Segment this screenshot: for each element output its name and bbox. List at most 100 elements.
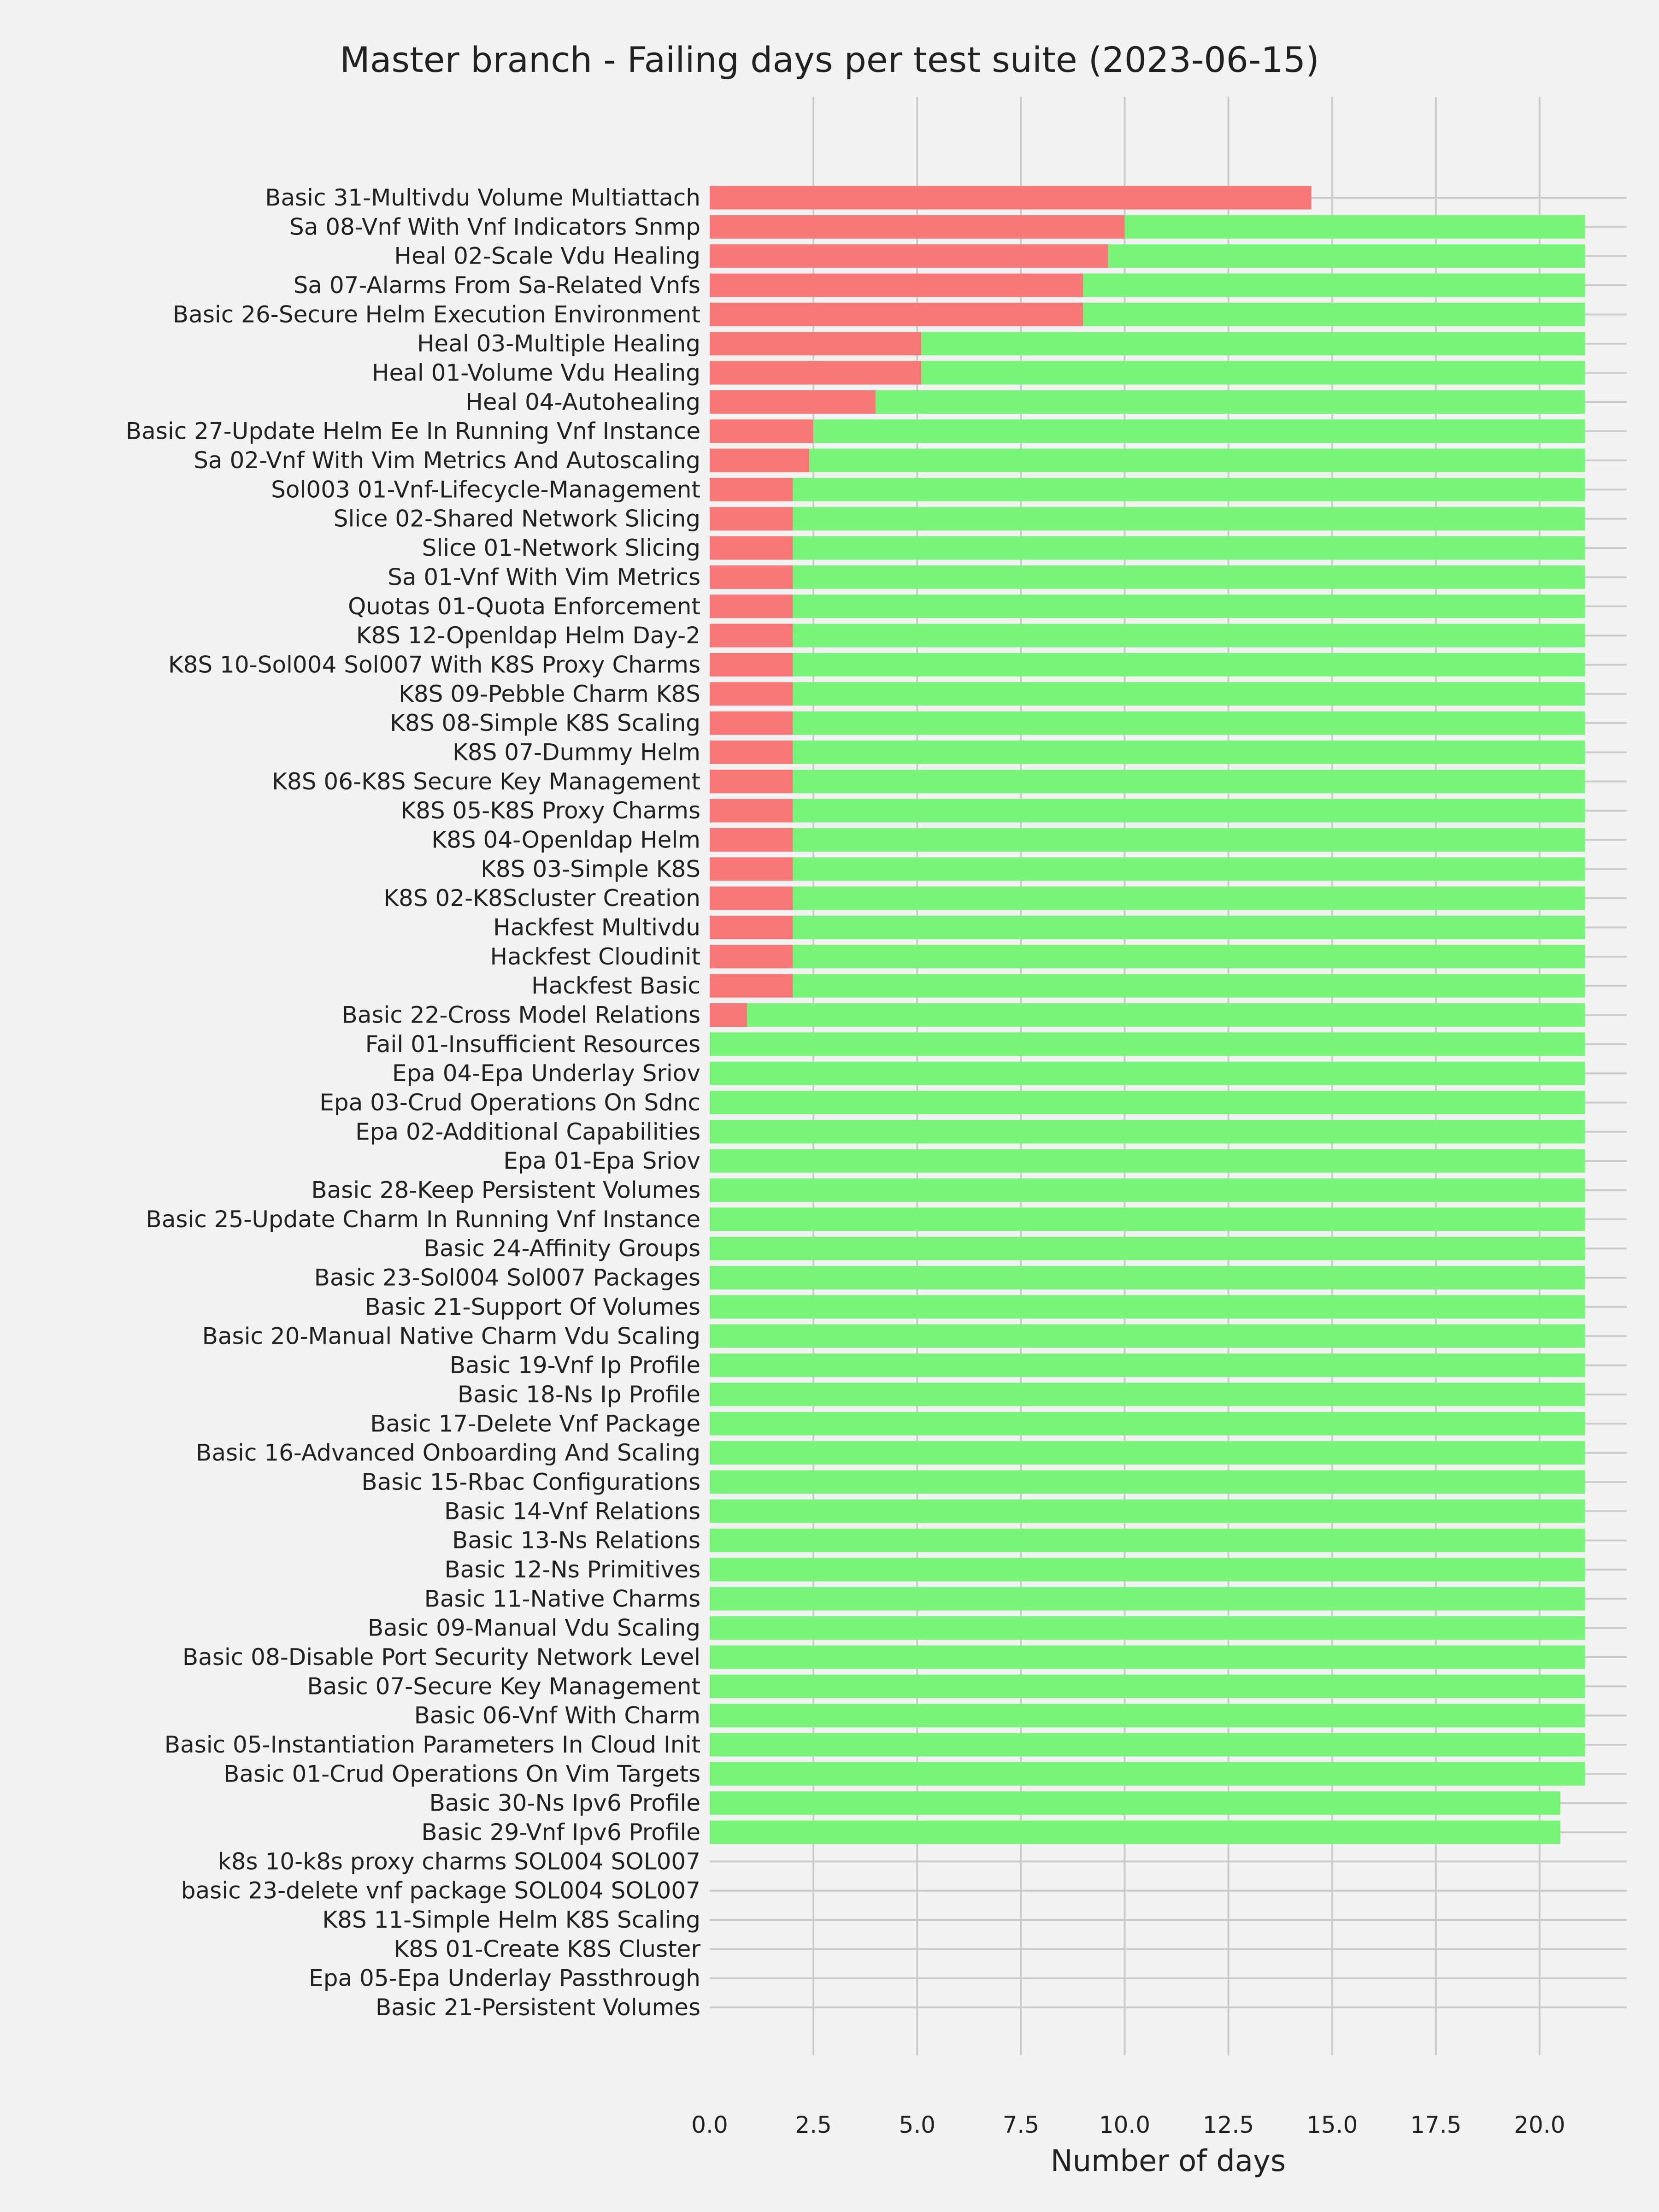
bar-fail	[710, 740, 793, 764]
bar-pass	[1083, 273, 1585, 297]
bar-pass	[710, 1645, 1585, 1669]
y-tick-label: Basic 25-Update Charm In Running Vnf Ins…	[146, 1206, 700, 1233]
bar-pass	[1108, 244, 1585, 268]
bar-fail	[710, 477, 793, 501]
y-tick-label: K8S 02-K8Scluster Creation	[383, 885, 700, 912]
bar-fail	[710, 273, 1083, 297]
bar-fail	[710, 302, 1083, 326]
bar-pass	[710, 1295, 1585, 1319]
bar-pass	[793, 536, 1585, 560]
bar-pass	[710, 1733, 1585, 1757]
bar-pass	[710, 1791, 1560, 1815]
bar-fail	[710, 332, 922, 356]
y-tick-label: Heal 04-Autohealing	[465, 388, 700, 415]
bar-pass	[710, 1470, 1585, 1494]
bar-pass	[710, 1178, 1585, 1202]
bar-fail	[710, 186, 1312, 210]
y-tick-label: Epa 04-Epa Underlay Sriov	[392, 1060, 700, 1087]
bar-pass	[710, 1558, 1585, 1582]
bar-pass	[793, 828, 1585, 852]
bar-pass	[710, 1616, 1585, 1640]
bar-pass	[793, 799, 1585, 823]
y-tick-label: Heal 01-Volume Vdu Healing	[372, 359, 700, 386]
bar-fail	[710, 390, 876, 414]
bar-pass	[710, 1353, 1585, 1377]
bar-pass	[793, 916, 1585, 939]
bar-pass	[710, 1499, 1585, 1523]
y-tick-label: Basic 01-Crud Operations On Vim Targets	[224, 1760, 700, 1787]
bar-pass	[921, 361, 1585, 385]
x-tick-label: 20.0	[1514, 2112, 1565, 2138]
x-tick-label: 0.0	[691, 2112, 728, 2138]
y-tick-label: Basic 21-Persistent Volumes	[376, 1994, 700, 2021]
y-tick-label: Slice 02-Shared Network Slicing	[334, 506, 700, 532]
bar-pass	[710, 1762, 1585, 1786]
bars	[710, 186, 1585, 1844]
bar-pass	[710, 1529, 1585, 1553]
bar-pass	[710, 1120, 1585, 1144]
bar-fail	[710, 711, 793, 735]
bar-fail	[710, 974, 793, 998]
bar-pass	[710, 1587, 1585, 1611]
bar-fail	[710, 770, 793, 794]
y-tick-label: Basic 29-Vnf Ipv6 Profile	[421, 1819, 700, 1846]
y-tick-label: Basic 18-Ns Ip Profile	[458, 1381, 700, 1408]
y-tick-label: K8S 05-K8S Proxy Charms	[400, 797, 700, 824]
x-tick-label: 7.5	[1003, 2112, 1040, 2138]
x-tick-label: 2.5	[795, 2112, 832, 2138]
y-tick-label: K8S 06-K8S Secure Key Management	[272, 768, 700, 795]
bar-pass	[793, 653, 1585, 677]
y-tick-label: Quotas 01-Quota Enforcement	[348, 593, 700, 620]
bar-pass	[793, 507, 1585, 531]
bar-fail	[710, 828, 793, 852]
bar-fail	[710, 419, 814, 443]
y-tick-label: Basic 26-Secure Helm Execution Environme…	[173, 301, 700, 328]
y-tick-label: Sa 02-Vnf With Vim Metrics And Autoscali…	[194, 447, 700, 474]
bar-pass	[921, 332, 1585, 356]
bar-fail	[710, 653, 793, 677]
bar-pass	[710, 1091, 1585, 1115]
bar-pass	[793, 565, 1585, 589]
y-tick-label: Basic 15-Rbac Configurations	[361, 1469, 700, 1495]
bar-pass	[710, 1324, 1585, 1348]
y-tick-label: Sa 01-Vnf With Vim Metrics	[388, 564, 700, 590]
bar-pass	[793, 886, 1585, 910]
y-tick-label: Basic 16-Advanced Onboarding And Scaling	[196, 1440, 700, 1466]
y-tick-label: Basic 30-Ns Ipv6 Profile	[429, 1790, 700, 1817]
bar-fail	[710, 536, 793, 560]
y-tick-label: Epa 01-Epa Sriov	[503, 1147, 700, 1174]
x-tick-labels: 0.0 2.5 5.0 7.5 10.0 12.5 15.0 17.5 20.0	[691, 2112, 1565, 2138]
bar-fail	[710, 682, 793, 706]
bar-pass	[710, 1061, 1585, 1085]
bar-fail	[710, 361, 922, 385]
bar-pass	[793, 682, 1585, 706]
bar-pass	[1083, 302, 1585, 326]
bar-pass	[710, 1820, 1560, 1844]
y-tick-label: Basic 27-Update Helm Ee In Running Vnf I…	[126, 418, 700, 445]
y-tick-label: Hackfest Cloudinit	[490, 943, 701, 970]
bar-pass	[876, 390, 1585, 414]
bar-pass	[747, 1003, 1585, 1027]
x-tick-label: 15.0	[1306, 2112, 1358, 2138]
bar-pass	[710, 1266, 1585, 1290]
y-tick-label: Sa 07-Alarms From Sa-Related Vnfs	[294, 272, 700, 299]
y-tick-label: Sa 08-Vnf With Vnf Indicators Snmp	[289, 213, 700, 240]
bar-fail	[710, 916, 793, 939]
x-axis-label: Number of days	[1051, 2144, 1286, 2178]
y-tick-label: K8S 12-Openldap Helm Day-2	[356, 622, 700, 649]
y-tick-label: K8S 01-Create K8S Cluster	[394, 1936, 700, 1962]
y-tick-label: Sol003 01-Vnf-Lifecycle-Management	[271, 476, 700, 503]
y-tick-label: Basic 17-Delete Vnf Package	[370, 1410, 700, 1437]
y-tick-label: K8S 08-Simple K8S Scaling	[390, 710, 700, 736]
bar-pass	[793, 945, 1585, 969]
y-tick-label: K8S 04-Openldap Helm	[431, 826, 700, 853]
bar-pass	[793, 711, 1585, 735]
y-tick-label: basic 23-delete vnf package SOL004 SOL00…	[181, 1877, 700, 1904]
bar-pass	[710, 1704, 1585, 1728]
y-tick-label: Epa 02-Additional Capabilities	[355, 1118, 700, 1145]
bar-fail	[710, 507, 793, 531]
bar-pass	[710, 1149, 1585, 1173]
y-tick-label: K8S 11-Simple Helm K8S Scaling	[322, 1906, 700, 1933]
bar-fail	[710, 886, 793, 910]
